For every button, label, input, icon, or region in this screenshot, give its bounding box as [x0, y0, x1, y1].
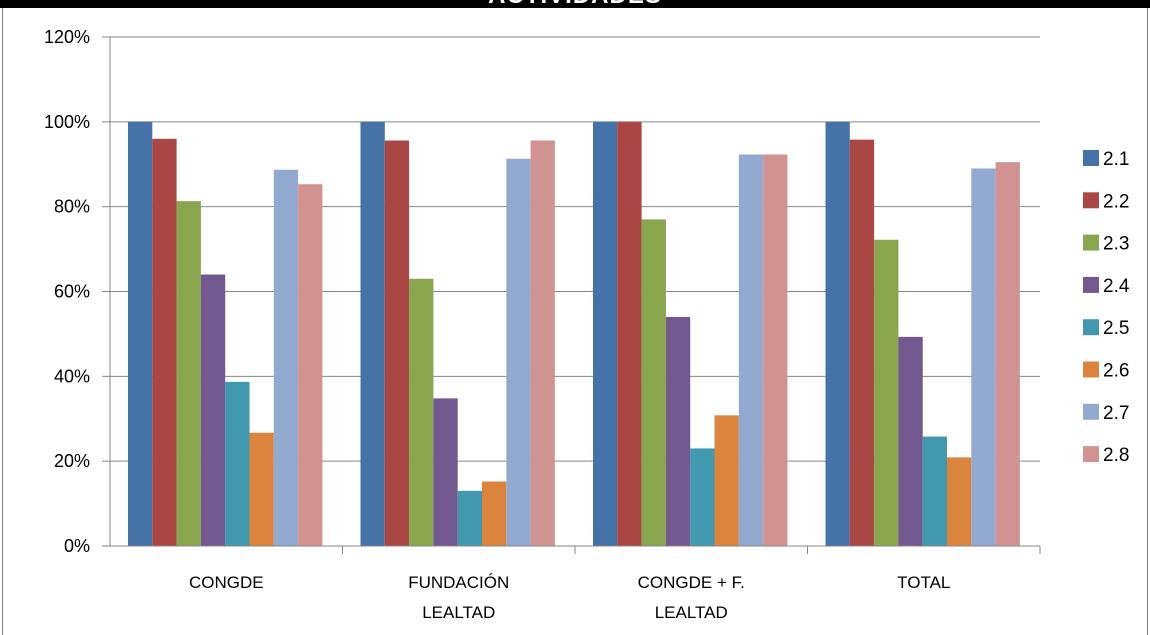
bar-2.5-2 — [690, 448, 715, 546]
bar-2.3-2 — [641, 219, 666, 546]
bar-2.3-0 — [176, 201, 201, 546]
bar-2.7-3 — [971, 168, 996, 546]
bar-2.7-0 — [273, 169, 299, 546]
bar-2.3-3 — [874, 239, 899, 547]
chart-frame — [2, 8, 1148, 635]
bar-2.8-2 — [763, 154, 788, 546]
legend: 2.1 2.2 2.3 2.4 2.5 2.6 2.7 2.8 — [1083, 149, 1130, 466]
bar-2.2-2 — [617, 121, 642, 546]
y-tick-label: 100% — [44, 112, 90, 132]
legend-label: 2.5 — [1103, 318, 1129, 339]
bar-2.5-1 — [457, 490, 482, 546]
bar-2.2-3 — [849, 139, 875, 547]
bar-2.5-0 — [225, 381, 250, 546]
bar-2.4-3 — [898, 336, 923, 546]
legend-swatch — [1083, 319, 1099, 336]
legend-swatch — [1083, 276, 1099, 293]
y-tick-label: 20% — [54, 451, 90, 471]
legend-swatch — [1083, 150, 1099, 166]
legend-swatch — [1083, 446, 1099, 463]
bar-2.8-1 — [530, 140, 555, 546]
bar-2.4-1 — [433, 398, 458, 546]
legend-swatch — [1083, 403, 1099, 420]
x-category-label: LEALTAD — [655, 603, 728, 622]
y-tick-label: 80% — [54, 197, 90, 217]
bar-2.4-2 — [665, 316, 691, 546]
bar-2.1-3 — [825, 121, 850, 546]
x-category-label: FUNDACIÓN — [408, 573, 509, 592]
bar-2.7-1 — [506, 158, 531, 546]
bar-2.6-0 — [249, 432, 274, 546]
x-category-label: TOTAL — [897, 573, 950, 592]
legend-swatch — [1083, 192, 1099, 209]
bar-2.7-2 — [738, 154, 764, 546]
y-tick-label: 120% — [44, 27, 90, 47]
bar-2.6-1 — [482, 481, 507, 546]
y-tick-label: 60% — [54, 282, 90, 302]
bar-2.8-0 — [298, 184, 323, 546]
legend-swatch — [1083, 361, 1099, 378]
bar-2.8-3 — [995, 162, 1020, 547]
bar-2.2-1 — [384, 140, 410, 546]
legend-label: 2.1 — [1103, 149, 1129, 170]
legend-label: 2.2 — [1103, 191, 1129, 212]
chart-title: ACTIVIDADES — [0, 0, 1150, 8]
title-bar — [0, 0, 1150, 8]
axes: 0% 20% 40% 60% 80% 100% 120% CONGDE FUNDACIÓN LEA… — [44, 27, 1041, 622]
bar-2.6-3 — [947, 457, 972, 546]
legend-label: 2.8 — [1103, 445, 1129, 466]
y-tick-label: 40% — [54, 366, 90, 386]
legend-label: 2.7 — [1103, 403, 1129, 424]
x-category-label: CONGDE + F. — [638, 573, 745, 592]
bar-2.1-0 — [128, 121, 153, 546]
bar-2.1-1 — [360, 121, 385, 546]
legend-label: 2.4 — [1103, 276, 1130, 297]
bar-2.4-0 — [200, 274, 226, 546]
bar-2.3-1 — [409, 278, 434, 546]
legend-swatch — [1083, 234, 1099, 251]
bar-2.1-2 — [593, 121, 618, 546]
legend-label: 2.3 — [1103, 234, 1129, 255]
bar-2.2-0 — [152, 138, 177, 547]
bar-2.5-3 — [922, 436, 947, 546]
bars — [128, 121, 1020, 547]
legend-label: 2.6 — [1103, 361, 1129, 382]
bar-2.6-2 — [714, 415, 739, 546]
x-category-label: CONGDE — [189, 573, 264, 592]
x-category-label: LEALTAD — [422, 603, 495, 622]
y-tick-label: 0% — [64, 536, 90, 556]
